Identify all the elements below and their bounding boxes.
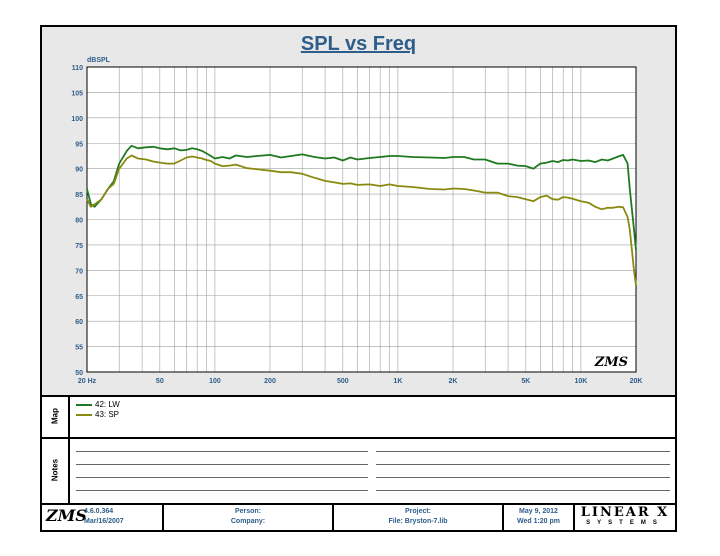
note-line xyxy=(376,464,670,465)
person-label: Person: xyxy=(234,508,262,515)
notes-panel: Notes xyxy=(42,437,675,505)
y-tick-label: 110 xyxy=(72,65,83,72)
version-date: Mar/16/2007 xyxy=(84,518,124,525)
note-line xyxy=(76,451,368,452)
y-tick-label: 70 xyxy=(75,268,83,275)
legend-label-sp: 43: SP xyxy=(95,410,120,419)
report-sheet: 50 55 60 65 70 75 80 85 90 95 100 105 110 20 Hz 50 100 2… xyxy=(40,25,677,532)
brand-cell: LINEAR X SYSTEMS xyxy=(575,503,675,530)
plot-frame xyxy=(86,66,637,373)
x-tick-label: 2K xyxy=(449,378,458,385)
map-panel: Map 42: LW 43: SP xyxy=(42,395,675,439)
plot-panel: 50 55 60 65 70 75 80 85 90 95 100 105 110 20 Hz 50 100 2… xyxy=(42,27,675,397)
linearx-logo: LINEAR X xyxy=(580,505,670,520)
x-tick-label: 500 xyxy=(337,378,349,385)
project-cell: Project: File: Bryston-7.lib xyxy=(334,503,504,530)
y-tick-label: 80 xyxy=(75,218,83,225)
y-tick-label: 60 xyxy=(75,319,83,326)
legend-label-lw: 42: LW xyxy=(95,400,120,409)
note-line xyxy=(76,490,368,491)
note-line xyxy=(376,490,670,491)
legend-swatch-sp xyxy=(76,413,92,416)
x-tick-label: 20 Hz xyxy=(78,378,97,385)
x-tick-label: 100 xyxy=(209,378,221,385)
y-tick-label: 105 xyxy=(71,90,83,97)
y-tick-label: 90 xyxy=(75,167,83,174)
legend-item-lw: 42: LW xyxy=(76,400,120,409)
zms-logo: ZMS xyxy=(46,506,87,525)
y-tick-label: 50 xyxy=(75,370,83,377)
version-text: 4.6.0.364 xyxy=(84,508,114,515)
note-line xyxy=(376,451,670,452)
zms-watermark: ZMS xyxy=(594,355,628,370)
x-tick-label: 1K xyxy=(393,378,402,385)
y-tick-label: 65 xyxy=(75,294,83,301)
person-cell: Person: Company: xyxy=(164,503,334,530)
project-label: Project: xyxy=(404,508,432,515)
print-time: Wed 1:20 pm xyxy=(516,518,561,525)
version-cell: ZMS 4.6.0.364 Mar/16/2007 xyxy=(42,503,164,530)
linearx-subtitle: SYSTEMS xyxy=(586,520,664,526)
note-line xyxy=(76,477,368,478)
x-tick-label: 5K xyxy=(521,378,530,385)
x-tick-label: 50 xyxy=(156,378,164,385)
date-cell: May 9, 2012 Wed 1:20 pm xyxy=(504,503,575,530)
note-line xyxy=(76,464,368,465)
series-line-lw xyxy=(86,144,637,251)
y-tick-label: 100 xyxy=(71,116,83,123)
legend-swatch-lw xyxy=(76,403,92,406)
file-name: File: Bryston-7.lib xyxy=(388,518,448,525)
y-tick-label: 75 xyxy=(75,243,83,250)
legend-item-sp: 43: SP xyxy=(76,410,119,419)
title-block: ZMS 4.6.0.364 Mar/16/2007 Person: Compan… xyxy=(42,503,675,530)
y-tick-label: 55 xyxy=(75,345,83,352)
note-line xyxy=(376,477,670,478)
series-line-sp xyxy=(86,154,637,286)
x-tick-label: 10K xyxy=(574,378,587,385)
print-date: May 9, 2012 xyxy=(519,508,558,515)
notes-label: Notes xyxy=(42,437,70,503)
y-axis-label: dBSPL xyxy=(87,57,111,64)
chart-title: SPL vs Freq xyxy=(300,33,417,55)
x-tick-label: 20K xyxy=(630,378,643,385)
company-label: Company: xyxy=(230,518,266,525)
y-tick-label: 85 xyxy=(75,192,83,199)
x-tick-label: 200 xyxy=(264,378,276,385)
map-label: Map xyxy=(42,395,70,437)
y-tick-label: 95 xyxy=(75,141,83,148)
